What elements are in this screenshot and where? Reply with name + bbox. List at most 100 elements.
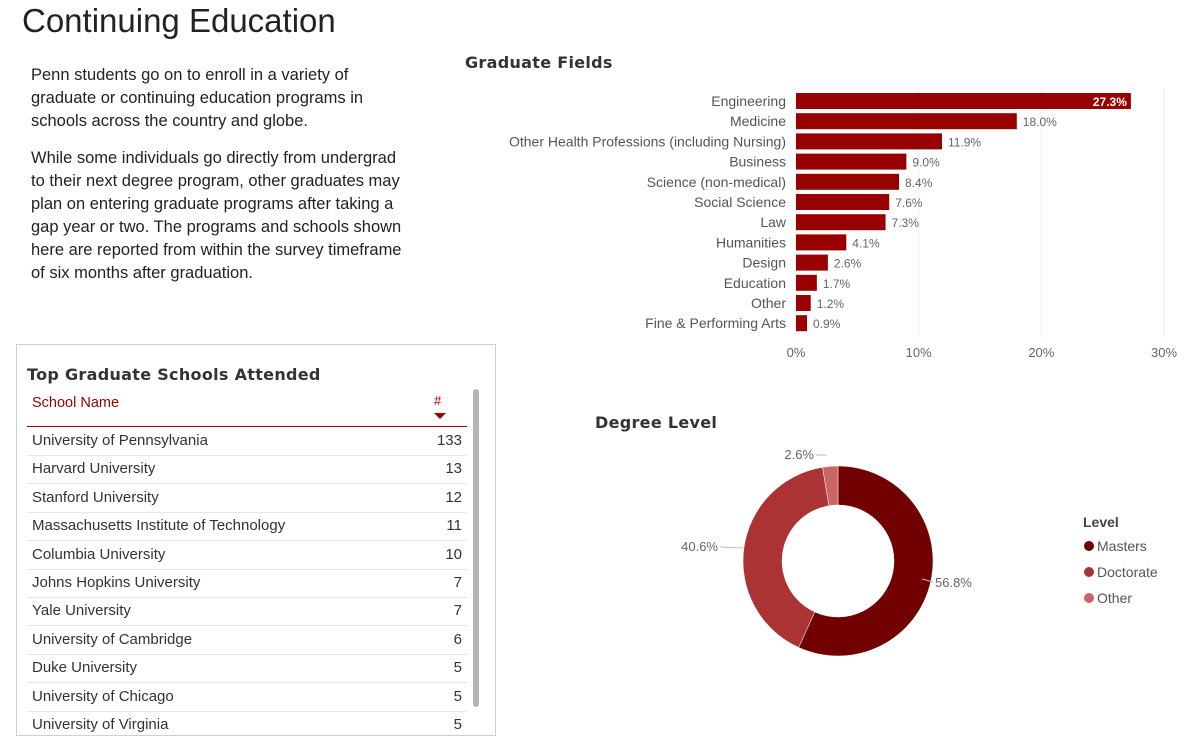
bar [796, 274, 817, 291]
school-name: Stanford University [32, 488, 159, 506]
legend-marker [1084, 593, 1094, 603]
bar [796, 234, 847, 251]
school-name: Massachusetts Institute of Technology [32, 517, 286, 535]
sort-descending-icon[interactable] [434, 413, 446, 419]
category-label: Business [729, 154, 786, 170]
table-title: Top Graduate Schools Attended [27, 365, 321, 384]
data-label: 7.3% [892, 216, 920, 230]
data-label: 0.9% [813, 317, 841, 331]
scrollbar[interactable] [473, 389, 479, 707]
category-label: Law [760, 214, 787, 230]
category-label: Design [742, 255, 786, 271]
data-label: 4.1% [852, 236, 880, 250]
data-label: 27.3% [1093, 95, 1127, 109]
category-label: Engineering [711, 93, 786, 109]
school-name: University of Pennsylvania [32, 432, 208, 449]
category-label: Science (non-medical) [647, 174, 786, 190]
x-tick-label: 20% [1028, 345, 1054, 360]
school-count: 5 [453, 659, 462, 677]
bar [796, 113, 1017, 130]
legend-marker [1084, 567, 1094, 577]
school-name: University of Virginia [32, 716, 169, 733]
intro-paragraph: While some individuals go directly from … [31, 149, 402, 282]
category-label: Social Science [694, 194, 786, 210]
donut-slice-doctorate [742, 466, 830, 648]
donut-slice-other [822, 465, 839, 507]
school-name: Johns Hopkins University [32, 574, 201, 591]
category-label: Other Health Professions (including Nurs… [509, 133, 786, 149]
school-count: 13 [445, 460, 462, 478]
x-tick-label: 30% [1151, 345, 1177, 360]
graduate-fields-title: Graduate Fields [465, 53, 613, 72]
legend-marker [1084, 541, 1094, 551]
bar [796, 133, 942, 150]
school-name: Harvard University [32, 460, 156, 478]
data-label: 7.6% [895, 196, 923, 210]
school-count: 5 [453, 716, 462, 733]
top-schools-table: Top Graduate Schools Attended School Nam… [16, 344, 496, 736]
school-count: 133 [436, 432, 462, 449]
bar [796, 153, 907, 170]
table-row[interactable]: University of Chicago 5 [27, 683, 467, 712]
degree-level-title: Degree Level [595, 413, 718, 432]
data-label: 2.6% [834, 257, 862, 271]
school-name: University of Chicago [32, 687, 174, 705]
table-row[interactable]: Yale University 7 [27, 597, 467, 627]
data-label: 9.0% [912, 156, 940, 170]
table-row[interactable]: University of Pennsylvania 133 [27, 427, 467, 456]
x-tick-label: 10% [906, 345, 932, 360]
leader-line [921, 578, 934, 583]
school-count: 10 [445, 545, 462, 563]
bar [796, 254, 828, 271]
school-name: Columbia University [32, 545, 166, 563]
category-label: Other [751, 295, 786, 311]
page-title: Continuing Education [22, 2, 336, 39]
school-name: Duke University [32, 659, 138, 677]
bar [796, 173, 900, 190]
legend-item: Masters [1097, 538, 1147, 554]
legend-title: Level [1083, 514, 1119, 530]
bar [796, 194, 890, 210]
slice-label: 2.6% [784, 447, 814, 462]
bar [796, 315, 808, 332]
school-name: Yale University [32, 602, 131, 620]
intro-text: Penn students go on to enroll in a varie… [31, 64, 411, 299]
leader-line [719, 546, 744, 549]
table-row[interactable]: University of Cambridge 6 [27, 626, 467, 655]
school-count: 5 [453, 687, 462, 705]
category-label: Medicine [730, 113, 786, 129]
slice-label: 56.8% [935, 575, 972, 590]
table-row[interactable]: Massachusetts Institute of Technology 11 [27, 512, 467, 542]
school-count: 12 [445, 488, 462, 506]
intro-paragraph: Penn students go on to enroll in a varie… [31, 66, 364, 130]
table-row[interactable]: University of Virginia 5 [27, 711, 467, 735]
legend-item: Other [1097, 590, 1132, 606]
column-header-school-name[interactable]: School Name [32, 395, 120, 411]
category-label: Education [724, 275, 786, 291]
category-label: Fine & Performing Arts [645, 315, 786, 331]
data-label: 1.7% [823, 277, 851, 291]
table-row[interactable]: Duke University 5 [27, 654, 467, 684]
legend-item: Doctorate [1097, 564, 1158, 580]
slice-label: 40.6% [681, 539, 718, 554]
school-count: 7 [453, 574, 462, 591]
graduate-fields-chart: 0% 10% 20% 30% Engineering 27.3% Medicine 18.0%… [509, 88, 1177, 360]
bar [796, 214, 886, 231]
column-header-count[interactable]: # [434, 393, 442, 408]
data-label: 18.0% [1023, 115, 1057, 129]
school-count: 6 [453, 630, 462, 648]
bar [796, 93, 1131, 109]
school-count: 11 [446, 517, 462, 535]
table-row[interactable]: Columbia University 10 [27, 541, 467, 570]
data-label: 11.9% [948, 135, 981, 149]
degree-level-chart: 56.8% 40.6% 2.6% Level Masters Doctorate Other [681, 447, 1158, 657]
table-row[interactable]: Harvard University 13 [27, 455, 467, 485]
donut-slice-masters [798, 465, 934, 657]
data-label: 1.2% [817, 297, 845, 311]
table-row[interactable]: Johns Hopkins University 7 [27, 569, 467, 598]
category-label: Humanities [716, 234, 786, 250]
school-count: 7 [453, 602, 462, 620]
header-divider [27, 426, 467, 427]
bar [796, 295, 811, 311]
table-row[interactable]: Stanford University 12 [27, 484, 467, 513]
